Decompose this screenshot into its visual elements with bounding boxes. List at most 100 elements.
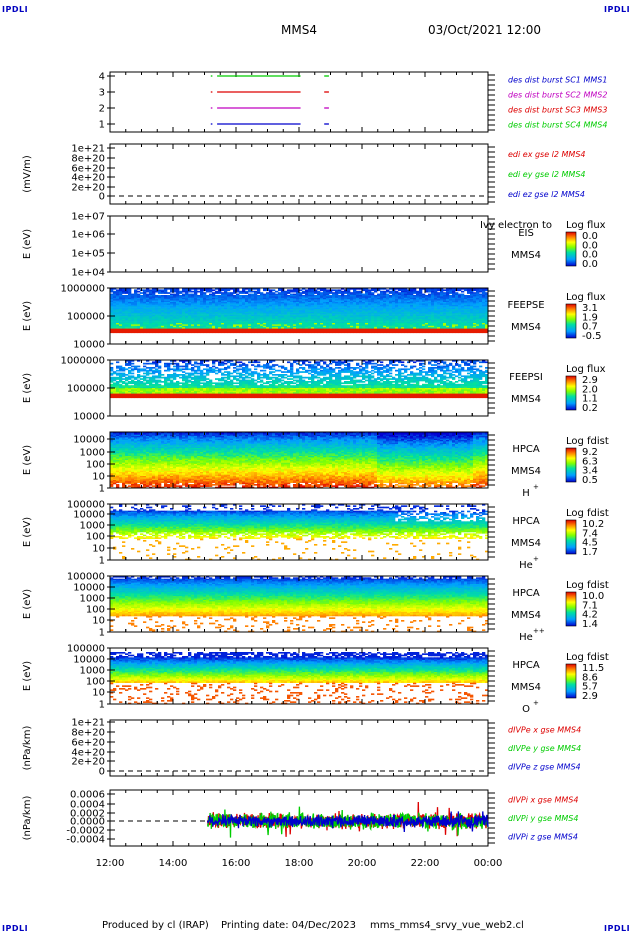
spectrogram-cell xyxy=(170,290,174,293)
spectrogram-cell xyxy=(248,303,252,306)
spectrogram-cell xyxy=(182,327,186,329)
spectrogram-cell xyxy=(158,330,162,332)
spectrogram-cell xyxy=(191,310,195,313)
spectrogram-cell xyxy=(266,325,270,328)
spectrogram-cell xyxy=(191,327,195,329)
spectrogram-cell xyxy=(179,292,183,294)
spectrogram-cell xyxy=(242,289,246,292)
spectrogram-cell xyxy=(311,290,315,293)
spectrogram-cell xyxy=(179,328,183,331)
spectrogram-cell xyxy=(200,318,204,321)
colorbar-tick-label: 0.0 xyxy=(582,240,598,251)
spectrogram-cell xyxy=(110,306,114,308)
spectrogram-cell xyxy=(200,325,204,328)
spectrogram-cell xyxy=(272,330,276,332)
spectrogram-cell xyxy=(113,297,117,300)
y-tick-label: 8e+20 xyxy=(71,154,105,165)
spectrogram-cell xyxy=(170,376,174,379)
spectrogram-cell xyxy=(113,320,117,322)
spectrogram-cell xyxy=(116,297,120,300)
spectrogram-cell xyxy=(314,295,318,297)
spectrogram-cell xyxy=(143,306,147,308)
spectrogram-cell xyxy=(206,303,210,306)
spectrogram-cell xyxy=(317,311,321,314)
spectrogram-cell xyxy=(302,324,306,327)
spectrogram-cell xyxy=(140,292,144,294)
spectrogram-cell xyxy=(284,293,288,296)
spectrogram-cell xyxy=(278,299,282,301)
spectrogram-cell xyxy=(203,379,207,382)
spectrogram-cell xyxy=(263,306,267,308)
spectrogram-cell xyxy=(134,316,138,318)
spectrogram-cell xyxy=(281,307,285,310)
spectrogram-cell xyxy=(293,303,297,306)
spectrogram-cell xyxy=(251,323,255,325)
spectrogram-cell xyxy=(215,318,219,321)
spectrogram-cell xyxy=(179,306,183,308)
spectrogram-cell xyxy=(197,288,201,290)
spectrogram-cell xyxy=(224,300,228,303)
spectrogram-cell xyxy=(290,314,294,317)
spectrogram-cell xyxy=(191,328,195,331)
spectrogram-cell xyxy=(221,325,225,328)
spectrogram-cell xyxy=(152,381,156,383)
spectrogram-cell xyxy=(284,318,288,321)
spectrogram-cell xyxy=(281,290,285,293)
spectrogram-cell xyxy=(137,320,141,322)
spectrogram-cell xyxy=(251,331,255,334)
spectrogram-cell xyxy=(185,289,189,292)
spectrogram-cell xyxy=(479,331,483,334)
spectrogram-cell xyxy=(242,321,246,324)
spectrogram-cell xyxy=(125,295,129,297)
spectrogram-cell xyxy=(161,311,165,314)
spectrogram-cell xyxy=(143,316,147,318)
spectrogram-cell xyxy=(284,300,288,303)
spectrogram-cell xyxy=(272,293,276,296)
spectrogram-cell xyxy=(257,323,261,325)
spectrogram-cell xyxy=(236,304,240,307)
spectrogram-cell xyxy=(320,330,324,332)
spectrogram-cell xyxy=(221,288,225,290)
spectrogram-cell xyxy=(320,321,324,324)
spectrogram-cell xyxy=(179,330,183,332)
spectrogram-cell xyxy=(146,299,150,301)
spectrogram-cell xyxy=(173,311,177,314)
spectrogram-cell xyxy=(113,327,117,329)
spectrogram-cell xyxy=(167,295,171,297)
spectrogram-cell xyxy=(293,302,297,304)
spectrogram-cell xyxy=(146,382,150,385)
spectrogram-cell xyxy=(266,307,270,310)
spectrogram-cell xyxy=(227,307,231,310)
spectrogram-cell xyxy=(245,296,249,299)
spectrogram-cell xyxy=(110,296,114,299)
spectrogram-cell xyxy=(230,321,234,324)
spectrogram-cell xyxy=(215,321,219,324)
colorbar-title: Log flux xyxy=(566,292,606,303)
spectrogram-cell xyxy=(128,317,132,320)
spectrogram-cell xyxy=(218,295,222,297)
spectrogram-cell xyxy=(149,292,153,294)
spectrogram-cell xyxy=(473,331,477,334)
spectrogram-cell xyxy=(206,297,210,300)
spectrogram-cell xyxy=(248,295,252,297)
spectrogram-cell xyxy=(287,289,291,292)
spectrogram-cell xyxy=(188,320,192,322)
spectrogram-cell xyxy=(272,310,276,313)
spectrogram-cell xyxy=(221,311,225,314)
spectrogram-cell xyxy=(152,321,156,324)
spectrogram-cell xyxy=(434,331,438,334)
spectrogram-cell xyxy=(134,327,138,329)
spectrogram-cell xyxy=(299,328,303,331)
spectrogram-cell xyxy=(320,303,324,306)
spectrogram-cell xyxy=(116,311,120,314)
spectrogram-cell xyxy=(143,369,147,372)
spectrogram-cell xyxy=(266,328,270,331)
spectrogram-cell xyxy=(179,369,183,372)
spectrogram-cell xyxy=(239,320,243,322)
spectrogram-cell xyxy=(185,330,189,332)
spectrogram-cell xyxy=(194,316,198,318)
spectrogram-cell xyxy=(188,316,192,318)
spectrogram-cell xyxy=(152,316,156,318)
spectrogram-cell xyxy=(308,310,312,313)
spectrogram-cell xyxy=(131,316,135,318)
